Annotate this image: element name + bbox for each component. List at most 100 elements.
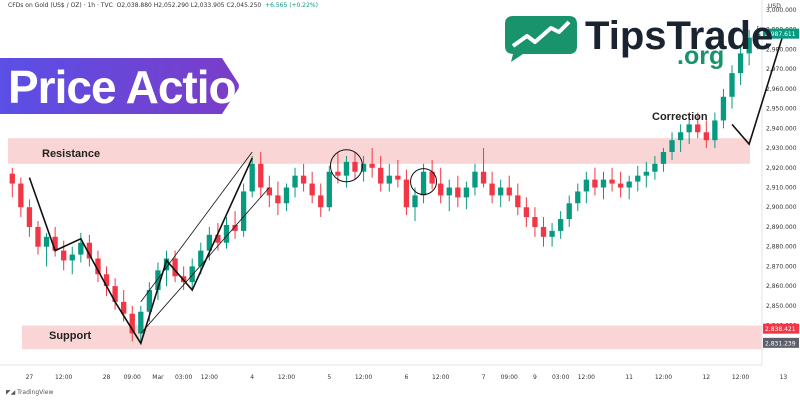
last-price-tag: 2,987.611 (765, 31, 796, 38)
x-tick-label: 12 (702, 374, 710, 381)
candle-body (18, 183, 24, 208)
candle-body (112, 286, 118, 302)
candle-body (498, 187, 504, 196)
candle-body (249, 163, 255, 192)
channel-lower (140, 187, 270, 334)
candle-body (489, 183, 495, 196)
low-price-tag-bg (763, 337, 799, 348)
x-tick-label: 9 (533, 374, 537, 381)
x-tick-label: 13 (780, 374, 788, 381)
candle-body (69, 254, 75, 261)
support-price-tag-bg (763, 323, 799, 334)
support-label: Support (49, 330, 92, 342)
correction-label: Correction (652, 111, 708, 123)
candle-body (523, 207, 530, 218)
x-tick-label: 4 (250, 374, 254, 381)
x-tick-label: 12:00 (432, 374, 449, 381)
candle-body (326, 171, 332, 208)
candle-body (626, 181, 632, 188)
candle-body (352, 161, 358, 172)
candle-body (720, 96, 727, 121)
currency-label: USD (768, 3, 781, 10)
candle-body (438, 183, 444, 196)
resistance-test-circle (410, 168, 438, 196)
candle-body (360, 163, 367, 172)
candle-body (275, 195, 281, 204)
candle-body (557, 219, 564, 231)
candle-body (189, 266, 195, 283)
candle-body (258, 163, 264, 188)
candle-body (318, 195, 324, 208)
candle-body (146, 290, 153, 312)
y-tick-label: 2,890.000 (766, 224, 797, 231)
candle-body (9, 173, 15, 184)
x-tick-label: 12:00 (355, 374, 372, 381)
candle-body (549, 230, 555, 237)
candle-body (343, 161, 350, 176)
candle-body (686, 124, 692, 133)
candle-body (532, 217, 538, 227)
candle-body (86, 242, 93, 259)
resistance-label: Resistance (42, 148, 101, 160)
low-price-tag: 2,831.239 (765, 340, 796, 347)
x-tick-label: 28 (103, 374, 111, 381)
logo-icon (505, 16, 577, 62)
candle-body (309, 183, 315, 196)
candle-body (52, 236, 58, 251)
x-tick-label: 12:00 (201, 374, 218, 381)
candle-body (677, 132, 684, 141)
candle-body (566, 203, 572, 220)
x-tick-label: 12:00 (578, 374, 595, 381)
candle-body (215, 234, 221, 243)
support-zone (22, 325, 762, 350)
y-tick-label: 2,980.000 (766, 46, 797, 53)
resistance-test-circle (329, 149, 363, 183)
candle-body (600, 179, 607, 188)
candle-body (643, 171, 649, 176)
x-tick-label: 12:00 (655, 374, 672, 381)
y-tick-label: 2,930.000 (766, 145, 797, 152)
candle-body (712, 120, 718, 141)
candle-body (609, 179, 615, 184)
candle-body (592, 179, 598, 188)
y-tick-label: 2,860.000 (766, 283, 797, 290)
y-tick-label: 2,940.000 (766, 125, 797, 132)
x-tick-label: 5 (327, 374, 331, 381)
y-tick-label: 2,900.000 (766, 204, 797, 211)
y-tick-label: 3,000.000 (766, 7, 797, 14)
candle-body (660, 152, 667, 164)
candle-body (420, 171, 427, 196)
candle-body (703, 132, 709, 141)
candle-body (300, 175, 307, 184)
candle-body (43, 236, 50, 247)
last-price-tag-bg (763, 28, 799, 39)
x-tick-label: 7 (482, 374, 486, 381)
candle-body (746, 37, 752, 54)
candle-body (695, 124, 701, 133)
candle-body (540, 226, 547, 237)
y-tick-label: 2,870.000 (766, 263, 797, 270)
y-tick-label: 2,920.000 (766, 165, 797, 172)
x-tick-label: 09:00 (501, 374, 518, 381)
y-tick-label: 2,910.000 (766, 185, 797, 192)
candle-body (669, 140, 675, 152)
candle-body (429, 171, 435, 184)
candle-body (292, 175, 298, 188)
candle-body (737, 53, 744, 74)
candle-body (412, 195, 418, 208)
candle-body (155, 270, 161, 291)
channel-upper (140, 151, 253, 303)
candle-body (755, 33, 761, 38)
swing-line (28, 157, 253, 346)
candle-body (583, 179, 590, 192)
candle-body (378, 167, 384, 184)
correction-line (731, 33, 785, 146)
candle-body (103, 274, 110, 287)
ohlc-values: O2,038.880 H2,052.290 L2,033.905 C2,045.… (116, 2, 262, 9)
candle-body (129, 313, 135, 334)
y-tick-label: 2,850.000 (766, 303, 797, 310)
candle-body (455, 187, 461, 198)
page-title: Price Action (8, 61, 264, 113)
candle-body (369, 163, 375, 168)
